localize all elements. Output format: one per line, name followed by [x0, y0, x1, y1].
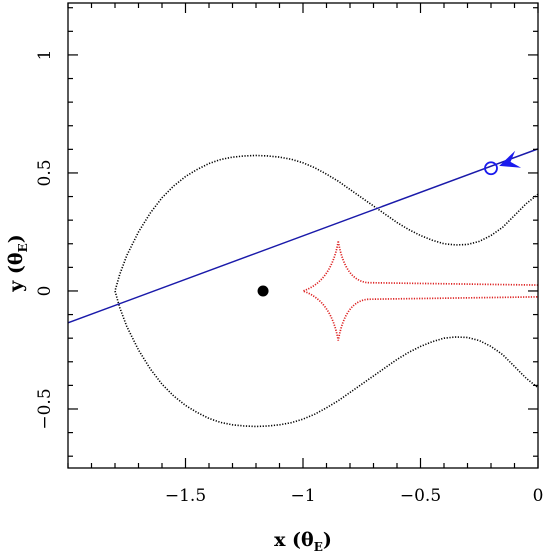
direction-arrow	[499, 150, 522, 168]
x-tick-label: 0	[533, 486, 543, 506]
y-axis-title: y (θE)	[5, 234, 30, 292]
x-axis-title: x (θE)	[274, 529, 332, 554]
lens-marker	[257, 285, 269, 297]
tick-labels: −1.5 −1 −0.5 0 −0.5 0 0.5 1	[35, 50, 543, 506]
source-marker	[484, 161, 498, 176]
y-tick-label: 1	[35, 50, 55, 61]
x-tick-label: −1.5	[165, 486, 206, 506]
chart-series	[67, 148, 539, 428]
caustic-curve	[300, 241, 539, 341]
y-tick-label: 0.5	[35, 159, 55, 186]
x-tick-label: −0.5	[400, 486, 441, 506]
y-tick-label: 0	[35, 286, 55, 297]
x-tick-label: −1	[290, 486, 315, 506]
axis-ticks	[67, 3, 539, 468]
source-trajectory	[67, 148, 539, 324]
critical-curve	[114, 154, 539, 428]
y-tick-label: −0.5	[35, 388, 55, 429]
